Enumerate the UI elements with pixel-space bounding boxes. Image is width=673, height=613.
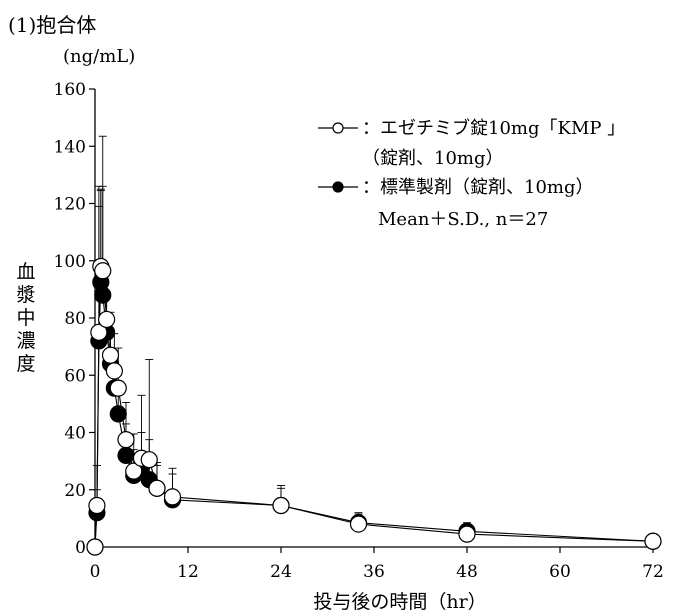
data-point (98, 310, 116, 329)
data-point (105, 362, 123, 380)
legend-ref-label: ：標準製剤（錠剤、10mg） (362, 177, 594, 198)
series-test (86, 135, 662, 556)
x-tick-label: 24 (270, 562, 292, 582)
data-point (148, 479, 166, 497)
x-tick-label: 36 (363, 562, 385, 582)
chart-title: (1)抱合体 (8, 13, 96, 37)
y-tick-label: 0 (75, 538, 86, 558)
legend-test-marker (332, 122, 344, 134)
data-point (349, 515, 368, 533)
data-point (86, 538, 104, 556)
y-axis-title-char: 漿 (16, 284, 35, 306)
series-line (94, 282, 654, 548)
data-point (117, 431, 135, 449)
data-point (88, 496, 106, 515)
legend-stats-note: Mean＋S.D., n＝27 (378, 209, 548, 230)
data-point (458, 525, 476, 543)
y-axis-title-char: 中 (16, 307, 35, 329)
x-tick-label: 12 (177, 562, 199, 582)
legend-test-label: ：エゼチミブ錠10mg「KMP 」 (362, 117, 625, 139)
y-tick-label: 60 (64, 366, 86, 386)
y-tick-label: 80 (64, 309, 86, 329)
data-point (272, 496, 290, 515)
legend-ref-marker (332, 181, 344, 193)
data-point (109, 379, 127, 397)
y-tick-label: 20 (64, 481, 86, 501)
data-point (140, 451, 158, 469)
legend-test-sublabel: （錠剤、10mg） (362, 148, 504, 169)
x-tick-label: 60 (549, 562, 571, 582)
y-axis-title-char: 血 (16, 261, 35, 283)
data-point (125, 462, 143, 480)
x-ticks: 0 12 24 36 48 60 72 (90, 547, 664, 582)
data-point (94, 286, 112, 304)
data-point (94, 262, 112, 280)
data-point (101, 346, 120, 364)
y-tick-label: 40 (64, 424, 86, 444)
legend: ：エゼチミブ錠10mg「KMP 」 （錠剤、10mg） ：標準製剤（錠剤、10m… (318, 117, 625, 230)
x-tick-label: 0 (90, 562, 101, 582)
x-tick-label: 48 (456, 562, 478, 582)
y-tick-label: 140 (54, 137, 86, 157)
y-axis-title-char: 度 (16, 353, 35, 375)
y-axis-title-char: 濃 (16, 330, 35, 352)
data-point (109, 405, 127, 423)
data-point (163, 488, 182, 506)
series-layer (86, 135, 662, 556)
y-tick-label: 160 (54, 80, 86, 100)
data-point (644, 532, 662, 550)
y-tick-label: 100 (54, 252, 86, 272)
y-axis-unit: (ng/mL) (63, 46, 135, 67)
data-point (90, 323, 108, 341)
x-tick-label: 72 (642, 562, 664, 582)
y-tick-label: 120 (54, 195, 86, 215)
y-ticks: 0 20 40 60 80 100 120 140 160 (54, 80, 95, 558)
x-axis-title: 投与後の時間（hr） (313, 591, 486, 613)
